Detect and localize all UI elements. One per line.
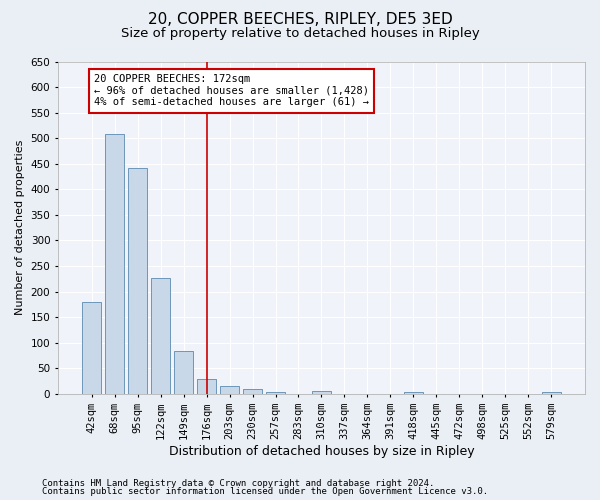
Bar [542,392,561,394]
Bar [128,168,148,394]
Bar [151,278,170,394]
Bar [197,380,217,394]
Bar [312,390,331,394]
Text: Size of property relative to detached houses in Ripley: Size of property relative to detached ho… [121,28,479,40]
Bar [105,134,124,394]
Y-axis label: Number of detached properties: Number of detached properties [15,140,25,316]
Bar [266,392,285,394]
Bar [82,302,101,394]
Text: 20 COPPER BEECHES: 172sqm
← 96% of detached houses are smaller (1,428)
4% of sem: 20 COPPER BEECHES: 172sqm ← 96% of detac… [94,74,369,108]
Bar [243,389,262,394]
Bar [404,392,423,394]
Bar [220,386,239,394]
Text: Contains public sector information licensed under the Open Government Licence v3: Contains public sector information licen… [42,487,488,496]
Text: Contains HM Land Registry data © Crown copyright and database right 2024.: Contains HM Land Registry data © Crown c… [42,478,434,488]
Text: 20, COPPER BEECHES, RIPLEY, DE5 3ED: 20, COPPER BEECHES, RIPLEY, DE5 3ED [148,12,452,28]
X-axis label: Distribution of detached houses by size in Ripley: Distribution of detached houses by size … [169,444,474,458]
Bar [174,351,193,394]
